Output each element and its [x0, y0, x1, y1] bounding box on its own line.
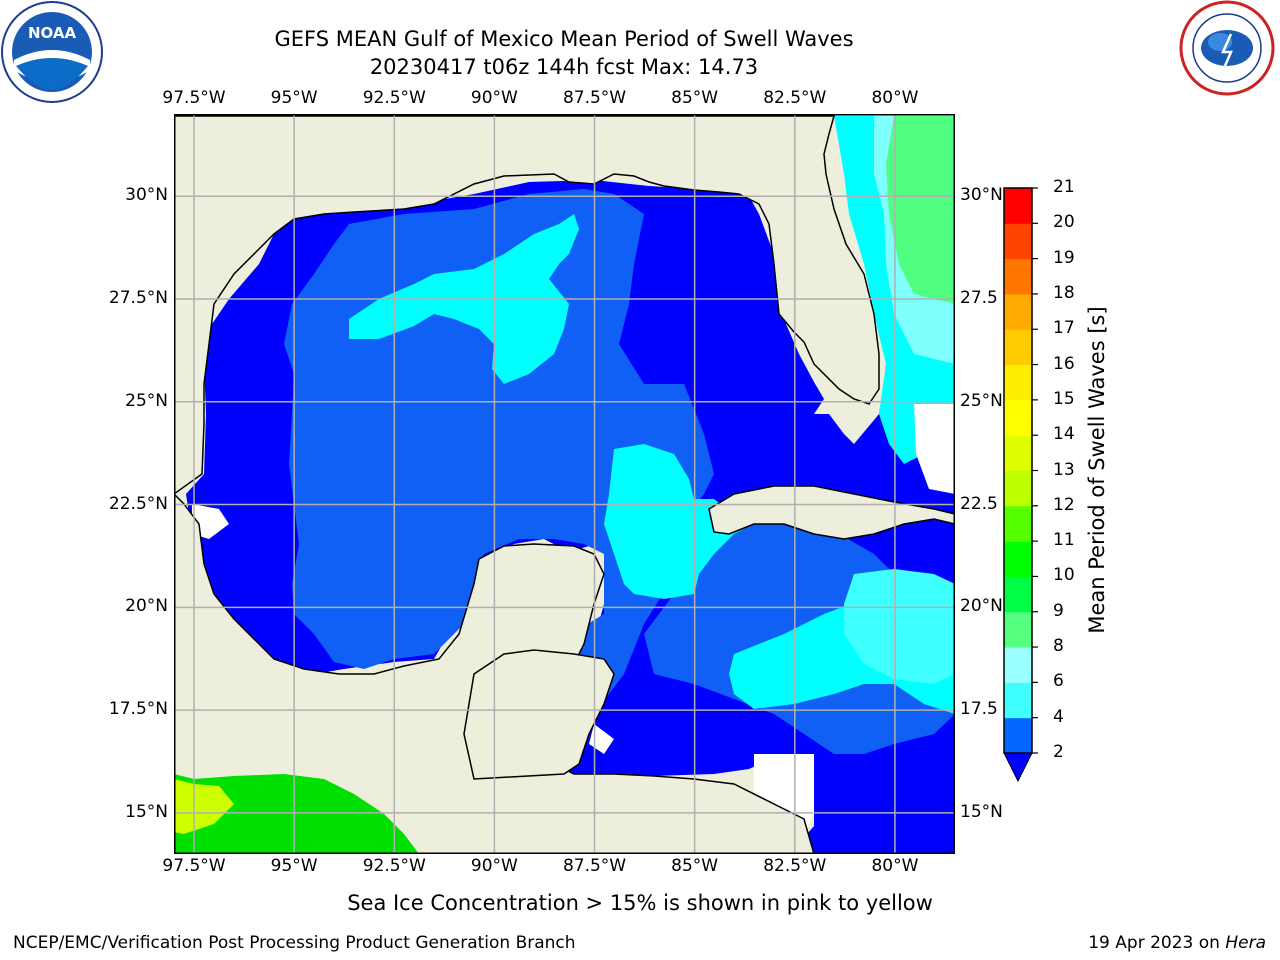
map-plot — [174, 114, 955, 854]
colorbar-segment — [1004, 258, 1032, 295]
longitude-label: 85°W — [671, 88, 719, 108]
colorbar-tick-label: 17 — [1053, 318, 1075, 339]
colorbar-tick-label: 12 — [1053, 494, 1075, 515]
colorbar-segment — [1004, 293, 1032, 330]
longitude-label: 95°W — [270, 856, 318, 876]
latitude-label: 22.5°N — [108, 493, 168, 514]
colorbar — [1003, 187, 1038, 783]
longitude-label: 95°W — [270, 88, 318, 108]
colorbar-segment — [1004, 364, 1032, 401]
noaa-logo-text: NOAA — [28, 24, 77, 42]
nws-logo — [1179, 0, 1275, 96]
colorbar-segment — [1004, 223, 1032, 260]
sea-ice-field-edge — [174, 779, 234, 834]
swell-field-8s-caribbean — [844, 569, 955, 684]
colorbar-tick-label: 2 — [1053, 742, 1064, 762]
latitude-label: 25°N — [960, 390, 1003, 411]
colorbar-tick-label: 4 — [1053, 706, 1064, 727]
latitude-label: 17.5 — [960, 699, 998, 720]
longitude-label: 87.5°W — [562, 856, 627, 876]
colorbar-tick-label: 10 — [1053, 565, 1075, 586]
colorbar-tick-label: 13 — [1053, 459, 1075, 480]
colorbar-extend-triangle — [1003, 752, 1033, 783]
longitude-label: 80°W — [871, 88, 919, 108]
land-cuba — [708, 485, 955, 540]
latitude-label: 30°N — [960, 185, 1003, 206]
longitude-label: 97.5°W — [162, 88, 226, 108]
latitude-label: 15°N — [960, 801, 1003, 822]
latitude-label: 22.5 — [960, 493, 998, 514]
footer-date: 19 Apr 2023 on Hera — [1088, 933, 1266, 953]
colorbar-tick-label: 11 — [1053, 530, 1075, 551]
swell-field-10s-atlantic — [886, 116, 955, 304]
latitude-label: 15°N — [125, 801, 168, 822]
map-gridlines — [174, 114, 955, 854]
latitude-label: 25°N — [125, 390, 168, 411]
colorbar-tick-label: 14 — [1053, 424, 1075, 445]
chart-title: GEFS MEAN Gulf of Mexico Mean Period of … — [274, 27, 854, 51]
swell-field-3s-east — [644, 494, 955, 754]
colorbar-tick-label: 8 — [1053, 636, 1064, 657]
colorbar-tick-label: 19 — [1053, 247, 1075, 268]
sea-ice-field — [174, 774, 419, 854]
latitude-label: 20°N — [125, 596, 168, 617]
colorbar-tick-label: 18 — [1053, 282, 1075, 303]
colorbar-title: Mean Period of Swell Waves [s] — [1085, 306, 1109, 634]
colorbar-tick-label: 6 — [1053, 671, 1064, 692]
longitude-label: 82.5°W — [763, 88, 827, 108]
colorbar-segment — [1004, 399, 1032, 436]
map-frame — [174, 114, 955, 854]
sea-ice-note: Sea Ice Concentration > 15% is shown in … — [347, 891, 933, 915]
latitude-label: 27.5°N — [108, 288, 168, 308]
colorbar-tick-label: 16 — [1053, 353, 1075, 374]
longitude-label: 90°W — [470, 856, 518, 876]
colorbar-segment — [1004, 647, 1032, 683]
longitude-label: 82.5°W — [763, 856, 827, 876]
colorbar-tick-label: 15 — [1053, 388, 1075, 409]
colorbar-segment — [1004, 576, 1032, 613]
footer-credit: NCEP/EMC/Verification Post Processing Pr… — [13, 933, 576, 953]
longitude-label: 85°W — [671, 856, 719, 876]
longitude-label: 87.5°W — [562, 88, 627, 108]
colorbar-segment — [1004, 682, 1032, 719]
longitude-label: 97.5°W — [162, 856, 226, 876]
swell-field-6s-yucatan — [604, 444, 754, 599]
nodata-patch — [192, 504, 229, 539]
latitude-label: 20°N — [960, 596, 1003, 617]
colorbar-segment — [1004, 541, 1032, 577]
chart-subtitle: 20230417 t06z 144h fcst Max: 14.73 — [369, 55, 759, 79]
colorbar-tick-label: 21 — [1053, 177, 1075, 197]
colorbar-segment — [1004, 717, 1032, 754]
colorbar-segment — [1004, 470, 1032, 507]
longitude-label: 90°W — [470, 88, 518, 108]
latitude-label: 30°N — [125, 185, 168, 206]
colorbar-segment — [1004, 329, 1032, 366]
colorbar-tick-label: 20 — [1053, 212, 1075, 233]
footer-date-text: 19 Apr 2023 on — [1088, 933, 1220, 953]
colorbar-tick-label: 9 — [1053, 600, 1064, 621]
colorbar-segment — [1004, 188, 1032, 224]
land-yucatan — [463, 649, 615, 780]
noaa-logo: NOAA — [1, 1, 103, 103]
colorbar-segment — [1004, 435, 1032, 471]
longitude-label: 92.5°W — [362, 88, 426, 108]
nodata-patch — [914, 404, 955, 494]
latitude-label: 17.5°N — [108, 699, 168, 720]
colorbar-segment — [1004, 611, 1032, 648]
footer-host: Hera — [1225, 933, 1266, 953]
longitude-label: 80°W — [871, 856, 919, 876]
latitude-label: 27.5 — [960, 288, 998, 308]
longitude-label: 92.5°W — [362, 856, 426, 876]
colorbar-segment — [1004, 505, 1032, 542]
